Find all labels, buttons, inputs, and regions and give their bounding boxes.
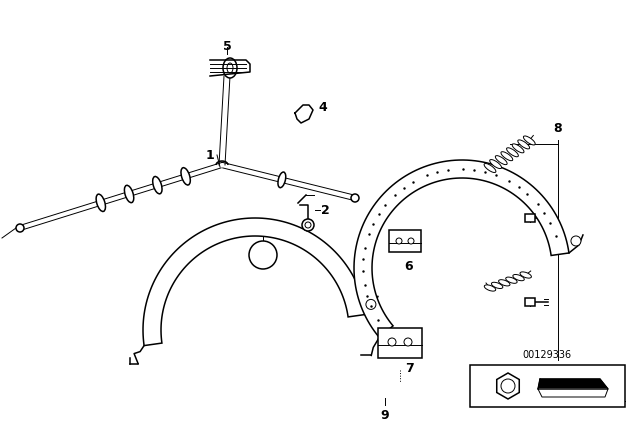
Text: 3: 3 bbox=[259, 249, 268, 262]
FancyBboxPatch shape bbox=[378, 328, 422, 358]
Ellipse shape bbox=[484, 285, 496, 291]
Text: 8: 8 bbox=[554, 121, 563, 134]
Ellipse shape bbox=[227, 63, 233, 73]
Text: 1: 1 bbox=[205, 148, 214, 161]
Ellipse shape bbox=[484, 164, 496, 172]
Text: 5: 5 bbox=[223, 39, 232, 52]
Ellipse shape bbox=[506, 277, 517, 283]
Circle shape bbox=[501, 379, 515, 393]
Ellipse shape bbox=[518, 140, 530, 149]
Circle shape bbox=[396, 238, 402, 244]
Circle shape bbox=[388, 338, 396, 346]
Ellipse shape bbox=[513, 275, 524, 281]
Polygon shape bbox=[143, 218, 366, 345]
Polygon shape bbox=[497, 373, 519, 399]
Text: 9: 9 bbox=[381, 409, 389, 422]
Ellipse shape bbox=[520, 272, 531, 278]
Ellipse shape bbox=[492, 282, 503, 289]
Circle shape bbox=[249, 241, 277, 269]
Ellipse shape bbox=[490, 159, 502, 168]
Polygon shape bbox=[538, 389, 608, 397]
Polygon shape bbox=[210, 60, 250, 76]
Text: 7: 7 bbox=[406, 362, 414, 375]
Polygon shape bbox=[354, 160, 569, 337]
FancyBboxPatch shape bbox=[389, 230, 421, 252]
Ellipse shape bbox=[96, 194, 106, 211]
Text: 00129336: 00129336 bbox=[522, 350, 572, 360]
Circle shape bbox=[16, 224, 24, 232]
Circle shape bbox=[404, 338, 412, 346]
Ellipse shape bbox=[223, 58, 237, 78]
Ellipse shape bbox=[495, 155, 507, 165]
FancyBboxPatch shape bbox=[525, 214, 535, 222]
Polygon shape bbox=[538, 379, 608, 389]
FancyBboxPatch shape bbox=[470, 365, 625, 407]
Ellipse shape bbox=[124, 185, 134, 202]
Circle shape bbox=[305, 222, 311, 228]
Circle shape bbox=[408, 238, 414, 244]
Text: 2: 2 bbox=[321, 203, 330, 216]
Ellipse shape bbox=[499, 280, 510, 286]
FancyBboxPatch shape bbox=[525, 298, 535, 306]
Ellipse shape bbox=[506, 148, 518, 157]
Text: 6: 6 bbox=[404, 259, 413, 272]
Ellipse shape bbox=[278, 172, 285, 188]
Text: 3: 3 bbox=[478, 392, 486, 402]
Ellipse shape bbox=[512, 144, 524, 153]
Circle shape bbox=[302, 219, 314, 231]
Circle shape bbox=[351, 194, 359, 202]
Text: 4: 4 bbox=[319, 100, 328, 113]
Ellipse shape bbox=[501, 152, 513, 161]
Circle shape bbox=[366, 299, 376, 310]
Ellipse shape bbox=[181, 168, 190, 185]
Ellipse shape bbox=[524, 136, 535, 145]
Polygon shape bbox=[295, 105, 313, 123]
Circle shape bbox=[571, 236, 581, 246]
Ellipse shape bbox=[153, 177, 162, 194]
